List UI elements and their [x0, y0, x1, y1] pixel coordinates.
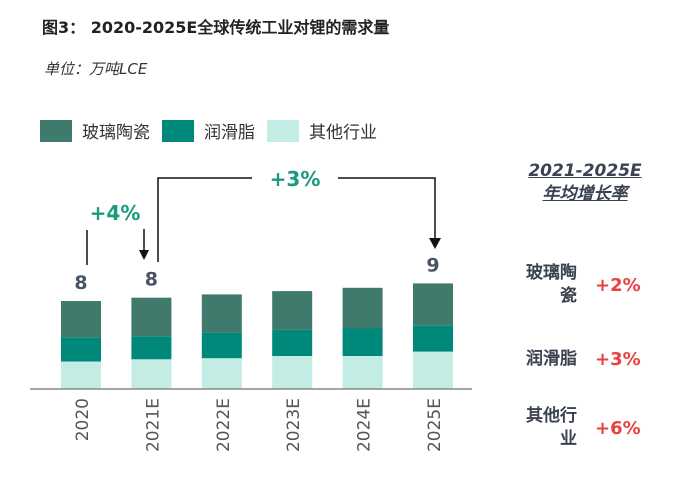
bar-segment-glass-ceramics	[61, 301, 101, 338]
x-tick-label: 2024E	[355, 398, 375, 452]
bar-segment-grease	[201, 332, 242, 359]
bar-segment-glass-ceramics	[272, 291, 313, 330]
bar-segment-grease	[61, 337, 101, 362]
legend-label: 其他行业	[309, 123, 377, 143]
bar-segment-other	[272, 356, 313, 389]
x-tick-label: 2021E	[143, 398, 163, 452]
legend-swatch	[267, 119, 299, 142]
cagr-row-grease: 润滑脂 +3%	[485, 348, 665, 371]
cagr-label: 其他行业	[526, 406, 577, 449]
bar-segment-glass-ceramics	[131, 297, 172, 337]
legend-item-glass-ceramics: 玻璃陶瓷	[40, 118, 150, 143]
cagr-label: 润滑脂	[526, 349, 577, 369]
legend-label: 润滑脂	[204, 123, 255, 143]
legend: 玻璃陶瓷 润滑脂 其他行业	[40, 118, 389, 143]
chart-title: 图3： 2020-2025E全球传统工业对锂的需求量	[42, 18, 390, 37]
cagr-row-other: 其他行业 +6%	[485, 405, 665, 451]
unit-label: 单位：万吨LCE	[44, 60, 148, 78]
cagr-value: +2%	[595, 274, 641, 296]
growth-annotation-2020-2021	[86, 229, 149, 265]
cagr-value: +3%	[595, 349, 641, 370]
cagr-label: 玻璃陶瓷	[526, 263, 577, 306]
data-label: 9	[426, 254, 439, 276]
growth-label-3pct: +3%	[270, 167, 321, 191]
growth-label-4pct: +4%	[90, 201, 141, 225]
cagr-row-glass-ceramics: 玻璃陶瓷 +2%	[485, 262, 665, 308]
cagr-title-line2: 年均增长率	[542, 184, 628, 204]
legend-item-other: 其他行业	[267, 118, 377, 143]
bar-segment-grease	[413, 325, 453, 352]
growth-annotation-2021-2025	[157, 177, 441, 262]
bar-segment-grease	[131, 336, 172, 360]
bar-segment-other	[342, 356, 383, 389]
bar-segment-other	[61, 361, 101, 389]
data-label: 8	[74, 272, 87, 294]
cagr-title: 2021-2025E 年均增长率	[515, 160, 655, 206]
x-tick-label: 2020	[73, 398, 93, 441]
bar-segment-glass-ceramics	[342, 287, 383, 329]
x-tick-label: 2022E	[214, 398, 234, 452]
legend-swatch	[40, 119, 72, 142]
bar-segment-grease	[272, 329, 313, 356]
bar-segment-other	[131, 359, 172, 389]
bar-segment-glass-ceramics	[413, 283, 453, 326]
x-tick-label: 2025E	[425, 398, 445, 452]
x-tick-label: 2023E	[284, 398, 304, 452]
bar-segment-other	[201, 358, 242, 389]
cagr-value: +6%	[595, 417, 641, 439]
bar-segment-other	[413, 351, 453, 389]
legend-label: 玻璃陶瓷	[82, 123, 150, 143]
data-label: 8	[145, 269, 158, 291]
legend-swatch	[162, 119, 194, 142]
cagr-title-line1: 2021-2025E	[528, 161, 642, 181]
bar-segment-glass-ceramics	[201, 294, 242, 333]
bar-segment-grease	[342, 328, 383, 356]
legend-item-grease: 润滑脂	[162, 118, 255, 143]
